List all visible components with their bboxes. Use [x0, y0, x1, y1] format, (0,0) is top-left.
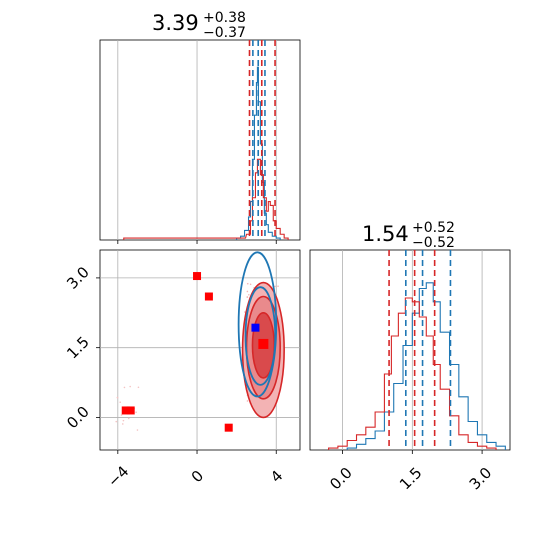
scatter-point: [129, 385, 131, 388]
scatter-point: [249, 283, 252, 286]
scatter-point: [120, 414, 123, 416]
panel-bottom-left-frame: [99, 249, 301, 451]
tick-label-x: 0: [188, 467, 207, 486]
scatter-point: [274, 285, 276, 288]
scatter-point: [137, 386, 140, 389]
red-marker: [126, 406, 135, 415]
data-layer: [115, 40, 506, 450]
scatter-point: [115, 420, 118, 423]
histogram-series-1: [123, 158, 289, 240]
tick-label-y: 1.5: [63, 333, 93, 363]
scatter-point: [246, 282, 249, 285]
panel-title-x-lower: −0.37: [203, 25, 246, 41]
scatter-point: [136, 429, 139, 431]
red-marker: [193, 272, 202, 281]
tick-label-x: 4: [267, 467, 286, 486]
scatter-point: [119, 401, 122, 403]
panel-title-x-upper: +0.38: [203, 10, 246, 26]
red-center-marker: [258, 338, 269, 349]
scatter-point: [135, 411, 137, 414]
scatter-point: [122, 419, 125, 422]
scatter-point: [127, 417, 130, 420]
tick-label-x: 3.0: [466, 464, 496, 494]
histogram-series-1: [328, 297, 497, 450]
blue-contour: [237, 251, 278, 398]
scatter-point: [277, 285, 279, 287]
red-marker: [121, 406, 130, 415]
scatter-point: [116, 396, 119, 399]
tick-label-x: −4: [104, 462, 132, 490]
red-marker: [224, 423, 233, 432]
tick-label-x: 0.0: [326, 464, 356, 494]
scatter-point: [123, 386, 126, 389]
tick-label-y: 3.0: [63, 263, 93, 293]
scatter-point: [121, 423, 124, 425]
tick-label-y: 0.0: [63, 403, 93, 433]
panel-top-left-frame: [99, 39, 301, 241]
panel-title-y-upper: +0.52: [412, 220, 455, 236]
red-marker: [204, 292, 213, 301]
histogram-series-0: [236, 66, 281, 240]
panel-title-y: 1.54: [362, 222, 409, 246]
blue-center-marker: [251, 323, 260, 332]
scatter-point: [248, 293, 250, 296]
panel-title-x: 3.39: [152, 11, 199, 35]
scatter-point: [246, 290, 249, 293]
histogram-series-0: [346, 282, 506, 450]
panel-bottom-right-frame: [309, 249, 511, 451]
scatter-point: [246, 296, 249, 298]
scatter-point: [246, 400, 249, 402]
panel-title-y-lower: −0.52: [412, 235, 455, 251]
tick-label-x: 1.5: [396, 464, 426, 494]
